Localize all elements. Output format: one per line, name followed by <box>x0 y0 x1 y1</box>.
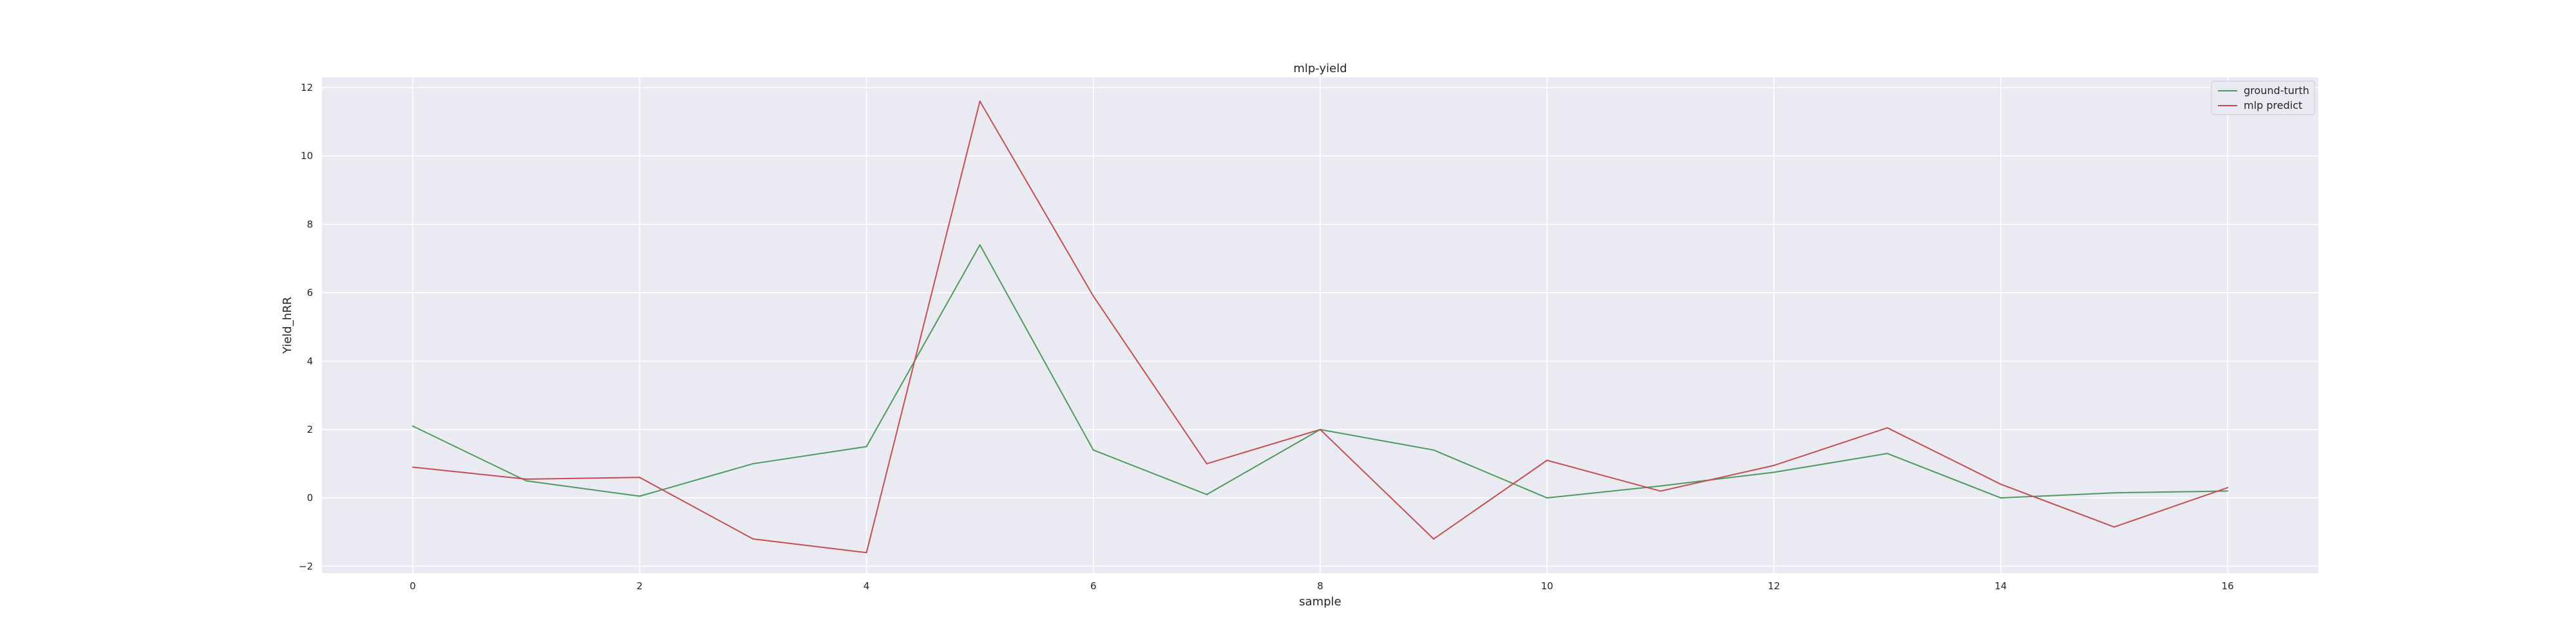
data-point-ground-turth <box>752 463 754 465</box>
data-point-ground-turth <box>866 446 867 448</box>
data-point-ground-turth <box>526 480 527 482</box>
x-axis-label: sample <box>1299 595 1341 609</box>
data-point-mlp-predict <box>1433 538 1435 540</box>
x-tick-label: 0 <box>410 580 416 592</box>
x-tick-label: 14 <box>1994 580 2007 592</box>
grid <box>322 77 2318 573</box>
data-point-ground-turth <box>2227 490 2229 492</box>
x-tick-label: 8 <box>1317 580 1323 592</box>
y-tick-label: 4 <box>307 355 313 367</box>
data-point-ground-turth <box>1660 485 1662 487</box>
data-point-ground-turth <box>1773 471 1775 473</box>
data-point-mlp-predict <box>2000 483 2002 485</box>
y-tick-label: 0 <box>307 492 313 504</box>
data-point-ground-turth <box>1546 497 1548 499</box>
x-tick-label: 10 <box>1541 580 1553 592</box>
data-point-mlp-predict <box>1886 427 1888 429</box>
data-point-mlp-predict <box>979 100 981 102</box>
x-tick-label: 6 <box>1090 580 1097 592</box>
data-point-ground-turth <box>1886 453 1888 455</box>
data-point-ground-turth <box>1092 449 1094 451</box>
data-point-mlp-predict <box>1320 428 1321 430</box>
data-point-mlp-predict <box>412 466 413 468</box>
data-point-mlp-predict <box>752 538 754 540</box>
y-tick-label: 10 <box>301 150 313 162</box>
y-tick-label: 6 <box>307 287 313 299</box>
data-point-mlp-predict <box>1206 463 1208 465</box>
data-point-ground-turth <box>2113 492 2115 494</box>
y-tick-label: 12 <box>301 82 313 93</box>
data-point-ground-turth <box>639 495 641 497</box>
data-point-mlp-predict <box>2227 487 2229 489</box>
legend-label-mlp-predict: mlp predict <box>2244 99 2302 111</box>
y-tick-label: 8 <box>307 218 313 230</box>
data-point-ground-turth <box>1433 449 1435 451</box>
series-layer <box>412 100 2229 554</box>
data-point-mlp-predict <box>1546 459 1548 461</box>
data-point-mlp-predict <box>1092 295 1094 297</box>
data-point-ground-turth <box>412 425 413 427</box>
data-point-ground-turth <box>2000 497 2002 499</box>
data-point-mlp-predict <box>1660 490 1662 492</box>
x-tick-label: 16 <box>2222 580 2234 592</box>
data-point-mlp-predict <box>866 552 867 554</box>
data-point-ground-turth <box>1206 493 1208 495</box>
y-tick-label: −2 <box>299 560 313 572</box>
x-tick-label: 4 <box>864 580 870 592</box>
data-point-mlp-predict <box>639 477 641 478</box>
data-point-mlp-predict <box>1773 464 1775 466</box>
data-point-ground-turth <box>979 244 981 246</box>
y-tick-label: 2 <box>307 424 313 435</box>
chart-title: mlp-yield <box>1293 62 1347 75</box>
legend: ground-turth mlp predict <box>2211 80 2315 115</box>
y-axis-label: Yield_hRR <box>281 297 294 354</box>
x-tick-label: 12 <box>1768 580 1780 592</box>
data-point-mlp-predict <box>2113 526 2115 528</box>
x-tick-label: 2 <box>636 580 643 592</box>
ticks: 0 2 4 6 8 10 12 14 16 −2 0 2 4 6 8 10 12 <box>299 82 2234 592</box>
data-point-mlp-predict <box>526 478 527 480</box>
legend-label-ground-turth: ground-turth <box>2244 84 2309 97</box>
